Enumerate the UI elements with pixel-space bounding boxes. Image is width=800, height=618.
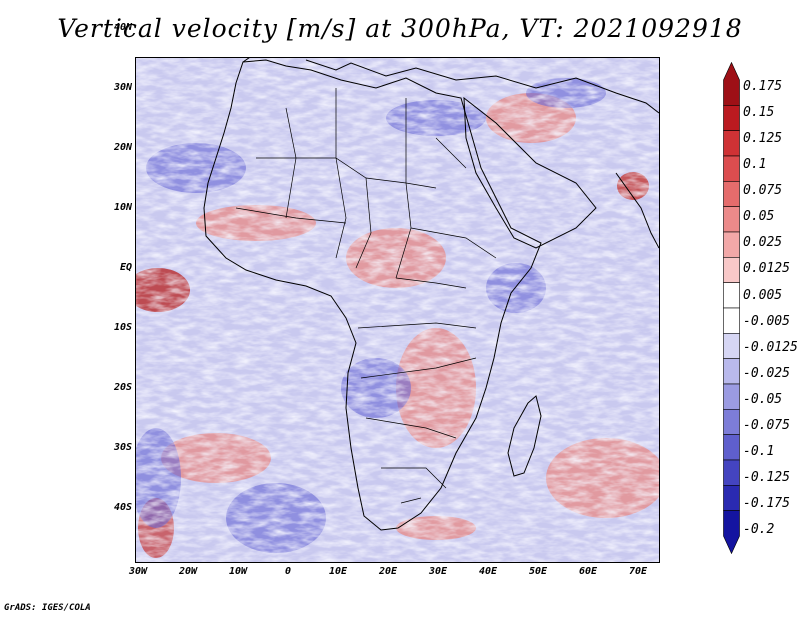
x-tick-label: 20W [178, 566, 198, 577]
x-tick-label: 60E [578, 566, 598, 577]
colorbar-segment [723, 282, 740, 309]
grads-credit: GrADS: IGES/COLA [4, 603, 91, 613]
colorbar-segment [723, 231, 740, 258]
x-tick-label: 40E [478, 566, 498, 577]
africa-coastline [203, 59, 542, 531]
y-tick-label: 20S [113, 382, 132, 393]
y-tick-label: 10N [113, 202, 132, 213]
colorbar-segment [723, 333, 740, 359]
x-tick-label: 50E [528, 566, 548, 577]
y-tick-label: EQ [119, 262, 132, 273]
x-tick-label: 10E [328, 566, 348, 577]
colorbar-label: 0.0125 [743, 261, 790, 276]
colorbar-label: 0.05 [743, 209, 775, 224]
chart-title: Vertical velocity [m/s] at 300hPa, VT: 2… [57, 14, 743, 43]
colorbar-label: -0.05 [743, 392, 783, 407]
colorbar-segment [723, 485, 740, 511]
colorbar-label: -0.1 [743, 444, 775, 459]
india-coast [615, 172, 659, 249]
arabian-peninsula [463, 96, 597, 249]
internal-borders [235, 88, 497, 504]
colorbar-label: -0.025 [743, 366, 790, 381]
y-tick-label: 30N [113, 82, 132, 93]
colorbar-label: 0.075 [743, 183, 783, 198]
map-plot-area [135, 57, 660, 563]
colorbar-label: -0.125 [743, 470, 790, 485]
colorbar-segment [723, 181, 740, 207]
colorbar-label: 0.025 [743, 235, 783, 250]
colorbar-label: 0.175 [743, 79, 783, 94]
colorbar-segment [723, 434, 740, 461]
x-tick-label: 20E [378, 566, 398, 577]
colorbar-label: -0.005 [743, 314, 790, 329]
colorbar-segment [723, 409, 740, 435]
colorbar-label: -0.2 [743, 522, 775, 537]
colorbar [723, 62, 740, 554]
x-tick-label: 0 [284, 566, 292, 577]
colorbar-label: 0.005 [743, 288, 783, 303]
y-tick-label: 40S [113, 502, 132, 513]
colorbar-segment [723, 307, 740, 334]
colorbar-label: -0.075 [743, 418, 790, 433]
colorbar-segment [723, 130, 740, 157]
y-tick-label: 10S [113, 322, 132, 333]
colorbar-segment [723, 383, 740, 410]
colorbar-segment [723, 105, 740, 131]
x-tick-label: 30E [428, 566, 448, 577]
x-tick-label: 70E [628, 566, 648, 577]
x-tick-label: 10W [228, 566, 248, 577]
colorbar-label: 0.125 [743, 131, 783, 146]
colorbar-label: 0.1 [743, 157, 767, 172]
colorbar-segment [723, 155, 740, 182]
colorbar-label: -0.175 [743, 496, 790, 511]
colorbar-segment [723, 62, 740, 106]
colorbar-segment [723, 257, 740, 283]
y-tick-label: 30S [113, 442, 132, 453]
coastlines-and-borders [203, 58, 659, 531]
colorbar-segment [723, 459, 740, 486]
colorbar-segment [723, 510, 740, 554]
colorbar-segment [723, 206, 740, 233]
colorbar-segment [723, 358, 740, 385]
x-tick-label: 30W [128, 566, 148, 577]
y-tick-label: 20N [113, 142, 132, 153]
colorbar-label: -0.0125 [743, 340, 798, 355]
velocity-noise-texture [136, 58, 659, 562]
madagascar [507, 395, 542, 477]
europe-coast [242, 58, 659, 114]
y-tick-label: 40N [113, 22, 132, 33]
colorbar-label: 0.15 [743, 105, 775, 120]
